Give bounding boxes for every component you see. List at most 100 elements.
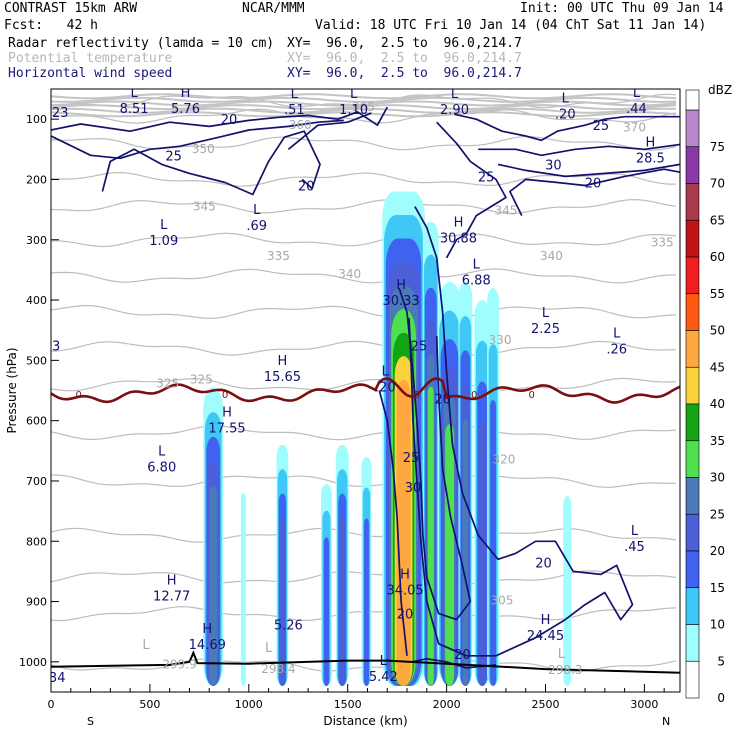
- wind-speed-contour: [51, 106, 389, 133]
- wind-contour-label: 30: [545, 158, 562, 173]
- colorbar-label: 5: [717, 654, 725, 668]
- wind-contour-label: 25: [403, 451, 420, 466]
- colorbar-label: 25: [710, 507, 725, 521]
- theta-label: 325: [156, 377, 179, 391]
- theta-label: 370: [623, 120, 646, 134]
- field-reflectivity-xy: XY= 96.0, 2.5 to 96.0,214.7: [287, 36, 522, 51]
- wind-speed-contour: [378, 390, 408, 656]
- reflectivity-band: [478, 422, 486, 686]
- colorbar-label: 40: [710, 397, 725, 411]
- freezing-level: 0 0 0 0 0: [51, 377, 680, 404]
- valid-time: Valid: 18 UTC Fri 10 Jan 14 (04 ChT Sat …: [315, 18, 707, 33]
- wind-extremum-value: .20: [375, 380, 396, 395]
- organization: NCAR/MMM: [242, 1, 305, 16]
- x-tick-label: 1500: [334, 698, 362, 711]
- wind-contour-label: 20: [397, 608, 414, 623]
- wind-extremum-letter: H: [396, 278, 406, 293]
- wind-extremum-letter: L: [542, 306, 550, 321]
- colorbar-swatch: [685, 513, 700, 552]
- wind-extremum-letter: L: [158, 445, 166, 460]
- colorbar-label: 50: [710, 324, 725, 338]
- theta-contour-line: [51, 111, 677, 118]
- wind-extremum-value: 8.51: [120, 102, 149, 117]
- x-tick-label: 2500: [531, 698, 559, 711]
- reflectivity-band: [339, 518, 346, 686]
- wind-contour-label: 30: [405, 481, 422, 496]
- theta-contour-line: [51, 107, 677, 114]
- y-axis-title: Pressure (hPa): [5, 347, 19, 433]
- wind-extremum-letter: L: [350, 87, 358, 102]
- wind-extremum-value: 2.25: [531, 322, 560, 337]
- wind-extremum-letter: H: [541, 613, 551, 628]
- theta-contour-line: [51, 96, 677, 103]
- wind-extremum-value: 1.10: [339, 103, 368, 118]
- colorbar-label: 75: [710, 140, 725, 154]
- reflectivity-band: [490, 400, 497, 686]
- wind-speed-contour: [398, 287, 472, 621]
- wind-extremum-value: .44: [626, 102, 647, 117]
- colorbar-units: dBZ: [708, 83, 732, 97]
- colorbar-label: 30: [710, 471, 725, 485]
- y-tick-label: 1000: [19, 656, 47, 669]
- theta-label: 335: [651, 236, 674, 250]
- wind-speed-contour: [287, 112, 372, 150]
- theta-contours: [51, 93, 677, 673]
- field-reflectivity-name: Radar reflectivity (lamda = 10 cm): [8, 36, 275, 51]
- theta-contour-line: [51, 377, 677, 392]
- colorbar-swatch: [685, 550, 700, 589]
- theta-label: 299.9: [162, 658, 196, 672]
- model-title: CONTRAST 15km ARW: [4, 1, 138, 16]
- colorbar-swatch: [685, 219, 700, 258]
- y-tick-label: 700: [26, 475, 47, 488]
- x-tick-label: 0: [48, 698, 55, 711]
- theta-label: 305: [491, 594, 514, 608]
- wind-speed-contour: [454, 113, 680, 142]
- wind-speed-contour: [478, 143, 680, 157]
- wind-extremum-value: 2.90: [440, 103, 469, 118]
- colorbar-label: 20: [710, 544, 725, 558]
- freezing-level-label: 0: [414, 390, 420, 401]
- reflectivity-band: [563, 496, 572, 686]
- theta-extremum-label: L: [142, 638, 150, 653]
- colorbar-label: 70: [710, 177, 725, 191]
- wind-extremum-letter: H: [400, 568, 410, 583]
- theta-contour-line: [51, 100, 677, 107]
- colorbar-swatch: [685, 146, 700, 184]
- colorbar-label: 65: [710, 213, 725, 227]
- y-tick-label: 500: [26, 354, 47, 367]
- x-tick-label: 3000: [630, 698, 658, 711]
- colorbar-swatch: [685, 293, 700, 331]
- reflectivity-band: [279, 518, 286, 686]
- reflectivity-band: [240, 493, 246, 686]
- colorbar-swatch: [685, 477, 700, 515]
- theta-contour-line: [51, 93, 677, 100]
- theta-label: 330: [489, 333, 512, 347]
- y-tick-label: 200: [26, 173, 47, 186]
- theta-contour-line: [51, 268, 677, 284]
- plot-frame: [50, 88, 681, 693]
- wind-extremum-value: 12.77: [153, 590, 190, 605]
- wind-extremum-letter: H: [454, 215, 464, 230]
- x-tick-label: 2000: [433, 698, 461, 711]
- theta-label: 360: [289, 118, 312, 132]
- wind-speed-contour: [509, 168, 680, 216]
- y-tick-label: 900: [26, 596, 47, 609]
- wind-extremum-letter: L: [562, 91, 570, 106]
- field-wind-xy: XY= 96.0, 2.5 to 96.0,214.7: [287, 66, 522, 81]
- freezing-level-label: 0: [528, 390, 534, 401]
- wind-extremum-letter: L: [253, 203, 261, 218]
- wind-extremum-value: .51: [284, 103, 305, 118]
- wind-extremum-value: .26: [606, 342, 627, 357]
- wind-extremum-value: 34.05: [386, 584, 423, 599]
- field-theta-name: Potential temperature: [8, 51, 173, 66]
- wind-contour-label: 25: [478, 170, 495, 185]
- reflectivity-band: [445, 424, 455, 686]
- wind-extremum-value: .45: [624, 540, 645, 555]
- theta-extremum-label: L: [265, 641, 273, 656]
- colorbar-label: 10: [710, 618, 725, 632]
- y-tick-label: 100: [26, 113, 47, 126]
- wind-contour-label: 25: [165, 149, 182, 164]
- wind-extremum-value: 30.33: [382, 294, 419, 309]
- x-axis-north-label: N: [662, 715, 670, 728]
